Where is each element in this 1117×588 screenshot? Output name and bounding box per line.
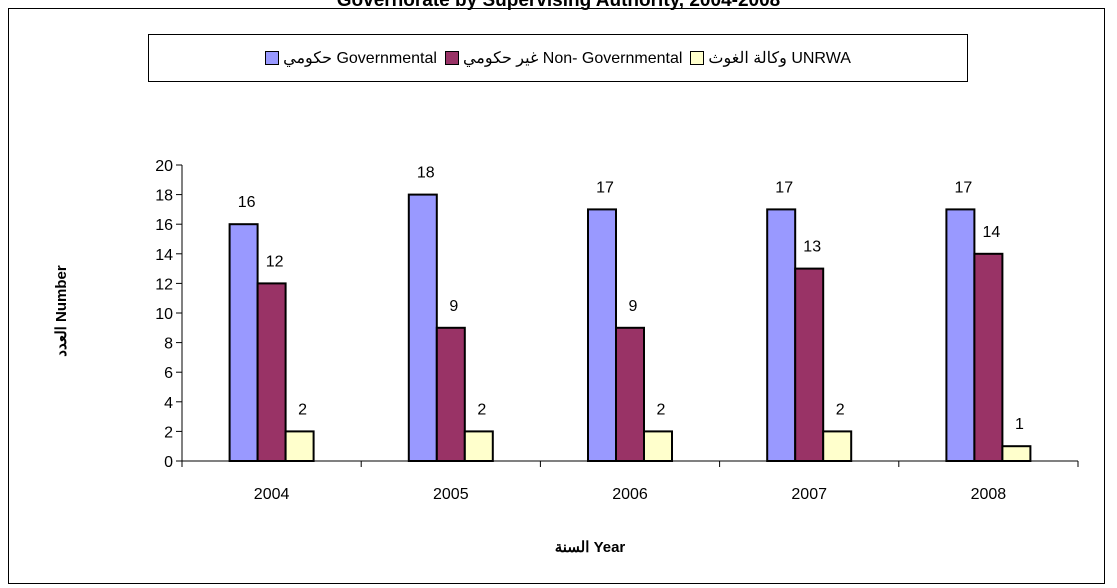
chart-labels: 0246810121416182016122200418922005179220… bbox=[155, 158, 1024, 503]
bar bbox=[794, 267, 825, 462]
x-axis-label: السنة Year bbox=[555, 539, 626, 556]
data-label: 12 bbox=[266, 253, 284, 270]
x-tick-label: 2007 bbox=[791, 486, 827, 503]
x-tick-label: 2006 bbox=[612, 486, 648, 503]
data-label: 17 bbox=[775, 179, 793, 196]
legend-label-non-governmental: غير حكومي Non- Governmental bbox=[462, 50, 683, 67]
bar bbox=[284, 430, 315, 462]
bar bbox=[1001, 445, 1032, 463]
bar bbox=[766, 208, 797, 462]
data-label: 13 bbox=[803, 239, 821, 256]
legend-item-non-governmental: غير حكومي Non- Governmental bbox=[444, 48, 683, 68]
y-tick-label: 2 bbox=[164, 424, 173, 441]
data-label: 2 bbox=[657, 401, 666, 418]
bar bbox=[256, 282, 287, 462]
data-label: 17 bbox=[955, 179, 973, 196]
y-axis-label: العدد Number bbox=[53, 265, 70, 357]
data-label: 1 bbox=[1015, 416, 1024, 433]
legend-swatch-unrwa bbox=[690, 51, 705, 65]
data-label: 17 bbox=[596, 179, 614, 196]
y-tick-label: 8 bbox=[164, 336, 173, 353]
bar bbox=[945, 208, 976, 462]
data-label: 2 bbox=[836, 401, 845, 418]
legend-swatch-governmental bbox=[265, 51, 280, 65]
y-tick-label: 0 bbox=[164, 454, 173, 471]
chart-frame bbox=[8, 8, 1105, 584]
y-tick-label: 10 bbox=[155, 306, 173, 323]
y-tick-label: 14 bbox=[155, 247, 173, 264]
x-tick-label: 2008 bbox=[971, 486, 1007, 503]
legend-item-governmental: حكومي Governmental bbox=[265, 48, 437, 68]
data-label: 9 bbox=[629, 298, 638, 315]
bar bbox=[643, 430, 673, 462]
data-label: 18 bbox=[417, 165, 435, 182]
chart-bars bbox=[228, 193, 1032, 463]
bar bbox=[587, 208, 617, 462]
bar bbox=[463, 430, 494, 462]
legend-item-unrwa: وكالة الغوث UNRWA bbox=[690, 48, 851, 68]
data-label: 9 bbox=[449, 298, 458, 315]
data-label: 2 bbox=[477, 401, 486, 418]
bar bbox=[822, 430, 853, 462]
y-tick-label: 12 bbox=[155, 276, 173, 293]
data-label: 16 bbox=[238, 194, 256, 211]
legend-label-governmental: حكومي Governmental bbox=[283, 50, 437, 67]
legend-swatch-non-governmental bbox=[444, 51, 459, 65]
bar bbox=[973, 252, 1004, 462]
x-tick-label: 2005 bbox=[433, 486, 469, 503]
y-tick-label: 6 bbox=[164, 365, 173, 382]
bar bbox=[435, 326, 466, 462]
y-tick-label: 16 bbox=[155, 217, 173, 234]
bar bbox=[615, 326, 645, 462]
data-label: 14 bbox=[983, 224, 1001, 241]
legend-label-unrwa: وكالة الغوث UNRWA bbox=[708, 50, 851, 67]
bar bbox=[228, 223, 259, 462]
y-tick-label: 4 bbox=[164, 395, 173, 412]
y-tick-label: 20 bbox=[155, 158, 173, 175]
chart-legend: حكومي Governmental غير حكومي Non- Govern… bbox=[148, 34, 968, 82]
x-tick-label: 2004 bbox=[254, 486, 290, 503]
bar bbox=[407, 193, 438, 462]
chart-title: Governorate by Supervising Authority, 20… bbox=[336, 0, 781, 11]
y-tick-label: 18 bbox=[155, 188, 173, 205]
data-label: 2 bbox=[298, 401, 307, 418]
